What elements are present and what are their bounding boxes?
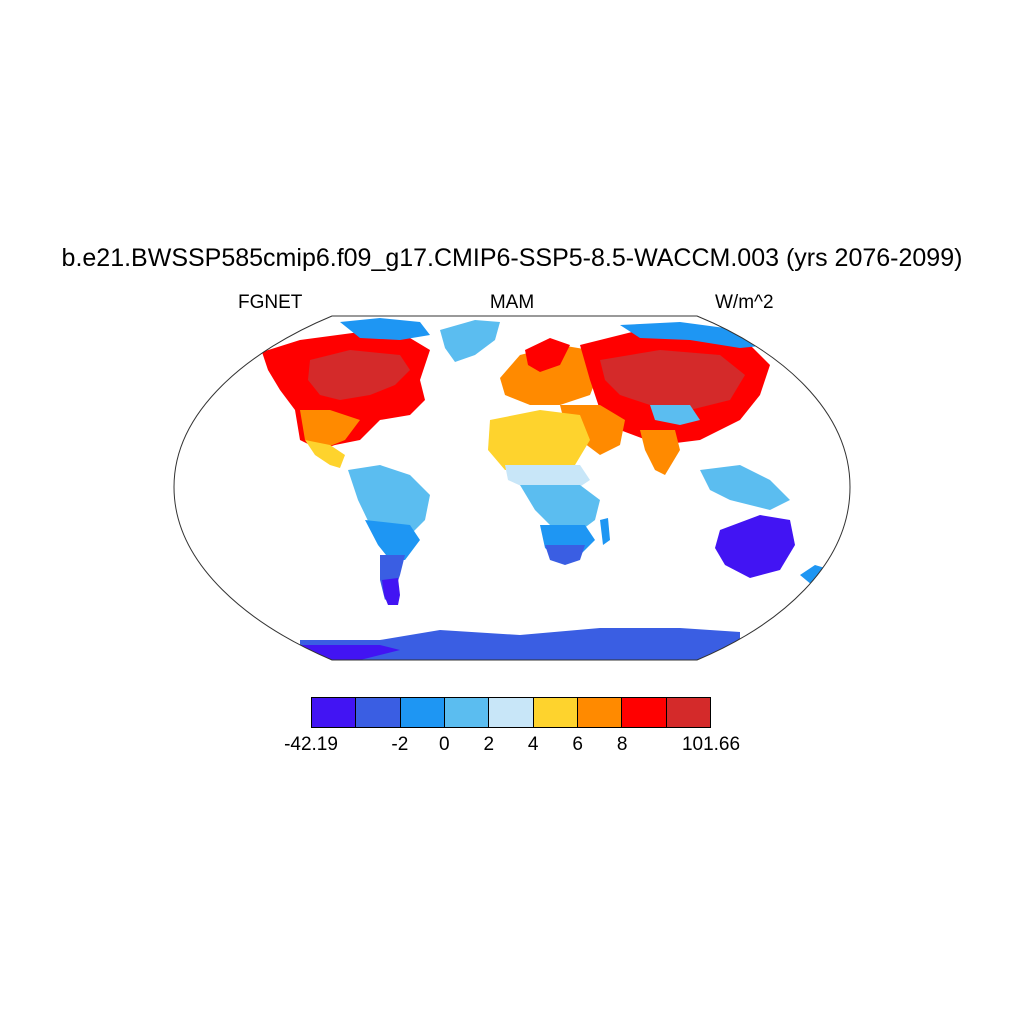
north-america-core xyxy=(308,350,410,400)
units-label: W/m^2 xyxy=(715,292,774,313)
colorbar-segment xyxy=(444,698,490,727)
mexico xyxy=(305,440,345,468)
central-africa xyxy=(520,485,600,535)
patagonia xyxy=(382,578,400,605)
colorbar-tick-label: -42.19 xyxy=(284,734,338,755)
colorbar-segment xyxy=(577,698,623,727)
antarctica xyxy=(300,628,740,660)
colorbar-tick-label: 8 xyxy=(616,734,628,755)
colorbar-segment xyxy=(533,698,578,727)
north-africa xyxy=(488,410,590,470)
season-label: MAM xyxy=(489,292,535,313)
southeast-asia xyxy=(700,465,790,510)
scandinavia xyxy=(525,338,570,372)
colorbar-labels: -42.19 -2 0 2 4 6 8 101.66 xyxy=(0,734,1024,760)
map-outline xyxy=(173,315,851,661)
colorbar-tick-label: -2 xyxy=(391,734,409,755)
colorbar-segment xyxy=(489,698,534,727)
south-africa xyxy=(545,545,585,565)
colorbar-segment xyxy=(622,698,667,727)
new-zealand xyxy=(800,565,825,585)
arctic-coast xyxy=(620,322,770,348)
colorbar-segment xyxy=(400,698,445,727)
variable-label: FGNET xyxy=(238,292,303,313)
india xyxy=(640,430,680,475)
siberia-core xyxy=(600,350,745,410)
colorbar-segment xyxy=(312,698,357,727)
colorbar xyxy=(311,697,711,728)
land-layer xyxy=(262,318,825,660)
arctic-islands xyxy=(340,318,430,340)
colorbar-tick-label: 6 xyxy=(572,734,583,755)
sahel xyxy=(505,465,590,490)
north-america-south xyxy=(300,410,360,448)
south-america-mid xyxy=(365,520,420,560)
colorbar-tick-label: 4 xyxy=(527,734,539,755)
europe xyxy=(500,345,600,405)
colorbar-segment xyxy=(666,698,710,727)
colorbar-tick-label: 2 xyxy=(483,734,495,755)
colorbar-segment xyxy=(356,698,401,727)
colorbar-tick-label: 0 xyxy=(439,734,450,755)
australia xyxy=(715,515,795,578)
chart-title: b.e21.BWSSP585cmip6.f09_g17.CMIP6-SSP5-8… xyxy=(61,244,963,272)
madagascar xyxy=(600,518,610,545)
antarctica-west xyxy=(300,645,400,660)
colorbar-tick-label: 101.66 xyxy=(681,734,741,755)
tibet xyxy=(650,405,700,425)
greenland xyxy=(440,320,500,362)
